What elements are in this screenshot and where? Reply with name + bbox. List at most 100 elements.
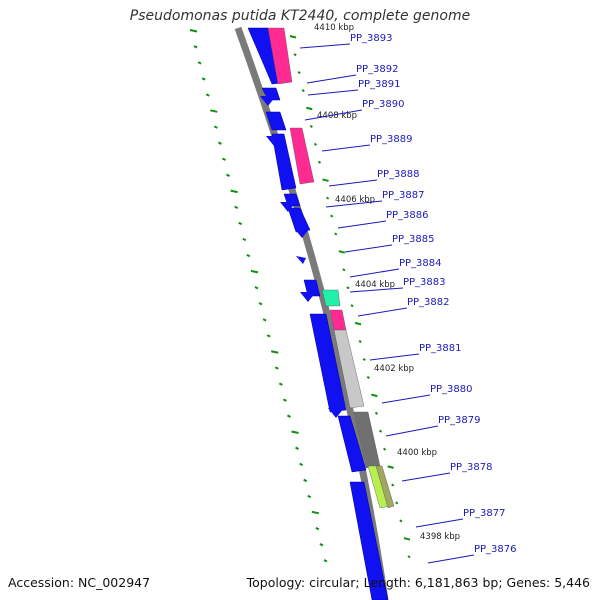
scale-tick-inner-26 bbox=[391, 483, 395, 487]
scale-tick-inner-9 bbox=[322, 178, 329, 182]
gene-leader-4 bbox=[304, 109, 363, 121]
gene-label-pp_3885: PP_3885 bbox=[392, 234, 435, 245]
scale-tick-outer-33 bbox=[319, 543, 324, 547]
scale-tick-outer-1 bbox=[189, 29, 198, 33]
kbp-label-5: 4402 kbp bbox=[374, 364, 414, 374]
scale-tick-outer-29 bbox=[303, 478, 308, 483]
scale-tick-outer-21 bbox=[271, 350, 279, 354]
scale-tick-outer-28 bbox=[299, 462, 304, 467]
scale-tick-outer-7 bbox=[213, 125, 218, 129]
scale-tick-inner-12 bbox=[334, 232, 338, 236]
forward-gene-9 bbox=[337, 415, 367, 473]
gene-leader-12 bbox=[357, 307, 408, 317]
gene-leader-9 bbox=[344, 244, 393, 253]
scale-tick-outer-10 bbox=[226, 173, 230, 177]
gene-leader-17 bbox=[415, 518, 464, 528]
gene-leader-11 bbox=[349, 287, 404, 293]
scale-tick-inner-25 bbox=[387, 465, 394, 469]
scale-tick-outer-17 bbox=[254, 286, 259, 290]
gene-leader-18 bbox=[427, 554, 475, 564]
forward-arrow-5 bbox=[300, 292, 316, 302]
scale-tick-inner-5 bbox=[306, 106, 313, 111]
forward-arrow-1 bbox=[260, 96, 276, 106]
scale-tick-inner-10 bbox=[326, 196, 330, 200]
forward-arrow-2 bbox=[266, 136, 282, 146]
forward-arrow-small bbox=[296, 256, 306, 264]
scale-tick-inner-13 bbox=[338, 250, 346, 254]
gene-leader-2 bbox=[306, 74, 357, 84]
gene-label-pp_3881: PP_3881 bbox=[419, 343, 462, 354]
kbp-label-1: 4410 kbp bbox=[314, 23, 354, 33]
kbp-label-4: 4404 kbp bbox=[355, 280, 395, 290]
scale-tick-inner-27 bbox=[395, 501, 399, 505]
scale-tick-outer-5 bbox=[205, 93, 210, 97]
reverse-gene-8 bbox=[375, 465, 395, 509]
gene-leader-6 bbox=[328, 179, 378, 187]
genome-summary-text: Topology: circular; Length: 6,181,863 bp… bbox=[246, 575, 590, 590]
gene-label-pp_3891: PP_3891 bbox=[358, 79, 401, 90]
gene-label-pp_3892: PP_3892 bbox=[356, 64, 399, 75]
gene-leader-13 bbox=[369, 353, 420, 361]
scale-tick-inner-18 bbox=[358, 340, 362, 344]
scale-tick-inner-1 bbox=[289, 35, 297, 39]
scale-tick-inner-22 bbox=[374, 411, 379, 415]
forward-gene-8 bbox=[309, 313, 347, 413]
scale-tick-outer-4 bbox=[201, 77, 206, 81]
forward-gene-3 bbox=[265, 111, 287, 131]
scale-tick-inner-30 bbox=[407, 555, 411, 559]
scale-tick-outer-15 bbox=[246, 253, 251, 258]
gene-label-pp_3876: PP_3876 bbox=[474, 544, 517, 555]
scale-tick-inner-8 bbox=[317, 160, 322, 164]
gene-label-pp_3884: PP_3884 bbox=[399, 258, 442, 269]
scale-tick-outer-34 bbox=[323, 559, 328, 563]
forward-gene-6 bbox=[287, 207, 311, 233]
forward-gene-10 bbox=[349, 481, 389, 600]
forward-arrow-3 bbox=[280, 202, 296, 212]
scale-tick-outer-2 bbox=[193, 45, 198, 49]
scale-tick-outer-27 bbox=[295, 446, 300, 450]
gene-label-pp_3879: PP_3879 bbox=[438, 415, 481, 426]
scale-tick-outer-9 bbox=[222, 157, 226, 161]
scale-tick-inner-23 bbox=[378, 429, 383, 433]
scale-tick-outer-16 bbox=[250, 269, 259, 274]
scale-tick-outer-25 bbox=[287, 414, 291, 418]
gene-label-pp_3878: PP_3878 bbox=[450, 462, 493, 473]
backbone-line bbox=[234, 26, 389, 600]
scale-tick-inner-7 bbox=[313, 142, 318, 146]
gene-label-pp_3893: PP_3893 bbox=[350, 33, 393, 44]
gene-label-pp_3886: PP_3886 bbox=[386, 210, 429, 221]
kbp-label-2: 4408 kbp bbox=[317, 111, 357, 121]
scale-tick-outer-19 bbox=[262, 318, 267, 322]
gene-label-pp_3880: PP_3880 bbox=[430, 384, 473, 395]
gene-leader-14 bbox=[381, 394, 431, 404]
gene-leader-10 bbox=[349, 268, 400, 278]
scale-tick-outer-11 bbox=[230, 189, 238, 194]
scale-tick-inner-20 bbox=[366, 375, 370, 379]
scale-tick-outer-24 bbox=[282, 398, 287, 402]
forward-gene-4 bbox=[271, 133, 297, 191]
kbp-label-7: 4398 kbp bbox=[420, 532, 460, 542]
gene-leader-1 bbox=[299, 43, 351, 49]
scale-tick-outer-14 bbox=[242, 237, 247, 242]
scale-tick-outer-18 bbox=[258, 302, 263, 306]
scale-tick-inner-3 bbox=[297, 71, 301, 75]
scale-tick-outer-30 bbox=[307, 494, 312, 499]
scale-tick-outer-3 bbox=[197, 61, 202, 65]
scale-tick-inner-2 bbox=[293, 53, 297, 57]
scale-tick-outer-8 bbox=[217, 141, 222, 145]
gene-leader-3 bbox=[307, 89, 359, 96]
kbp-label-3: 4406 kbp bbox=[335, 195, 375, 205]
scale-tick-inner-15 bbox=[346, 286, 350, 290]
scale-tick-outer-22 bbox=[274, 366, 279, 370]
scale-tick-inner-19 bbox=[362, 357, 366, 362]
scale-tick-inner-21 bbox=[371, 393, 378, 398]
scale-tick-inner-17 bbox=[354, 321, 362, 326]
reverse-gene-2 bbox=[289, 127, 315, 185]
scale-tick-inner-29 bbox=[403, 537, 411, 541]
scale-tick-inner-6 bbox=[309, 124, 313, 128]
scale-tick-outer-6 bbox=[210, 109, 218, 113]
gene-label-pp_3890: PP_3890 bbox=[362, 99, 405, 110]
gene-leader-8 bbox=[337, 220, 387, 229]
scale-tick-inner-16 bbox=[350, 304, 354, 308]
